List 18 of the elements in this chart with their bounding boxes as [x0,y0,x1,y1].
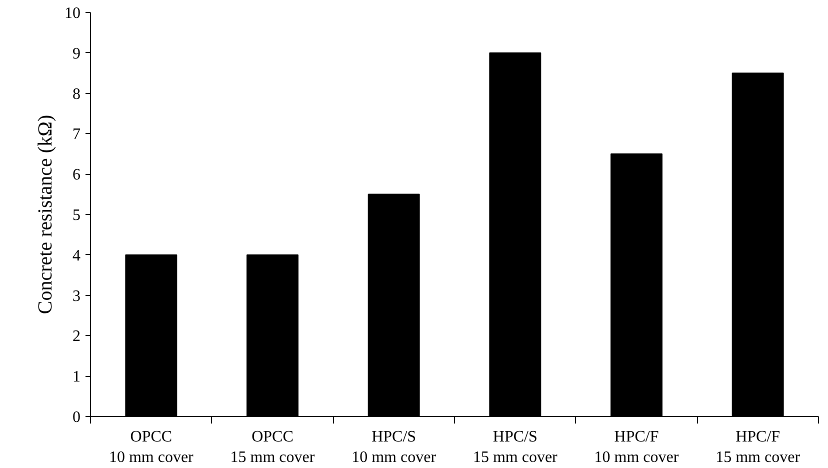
y-tick-label: 7 [72,126,80,144]
y-tick-label: 4 [72,247,80,264]
y-tick-label: 1 [72,368,80,386]
y-tick-label: 6 [72,166,80,184]
x-tick-label: HPC/F 15 mm cover [716,428,801,466]
y-axis-title: Concrete resistance (kΩ) [34,114,56,314]
x-tick-label: HPC/F 10 mm cover [594,428,680,466]
y-tick-label: 2 [72,328,80,346]
x-tick-label: HPC/S 15 mm cover [472,428,558,466]
x-tick-label: HPC/S 10 mm cover [352,428,437,466]
x-tick-label: OPCC 10 mm cover [108,428,194,466]
y-tick-label: 0 [72,409,80,426]
y-tick-label: 3 [72,288,80,305]
y-tick-label: 10 [64,5,80,22]
y-tick-label: 5 [72,207,80,224]
y-tick-label: 9 [72,45,80,62]
y-tick-label: 8 [72,86,80,103]
x-tick-label: OPCC 15 mm cover [230,428,316,466]
